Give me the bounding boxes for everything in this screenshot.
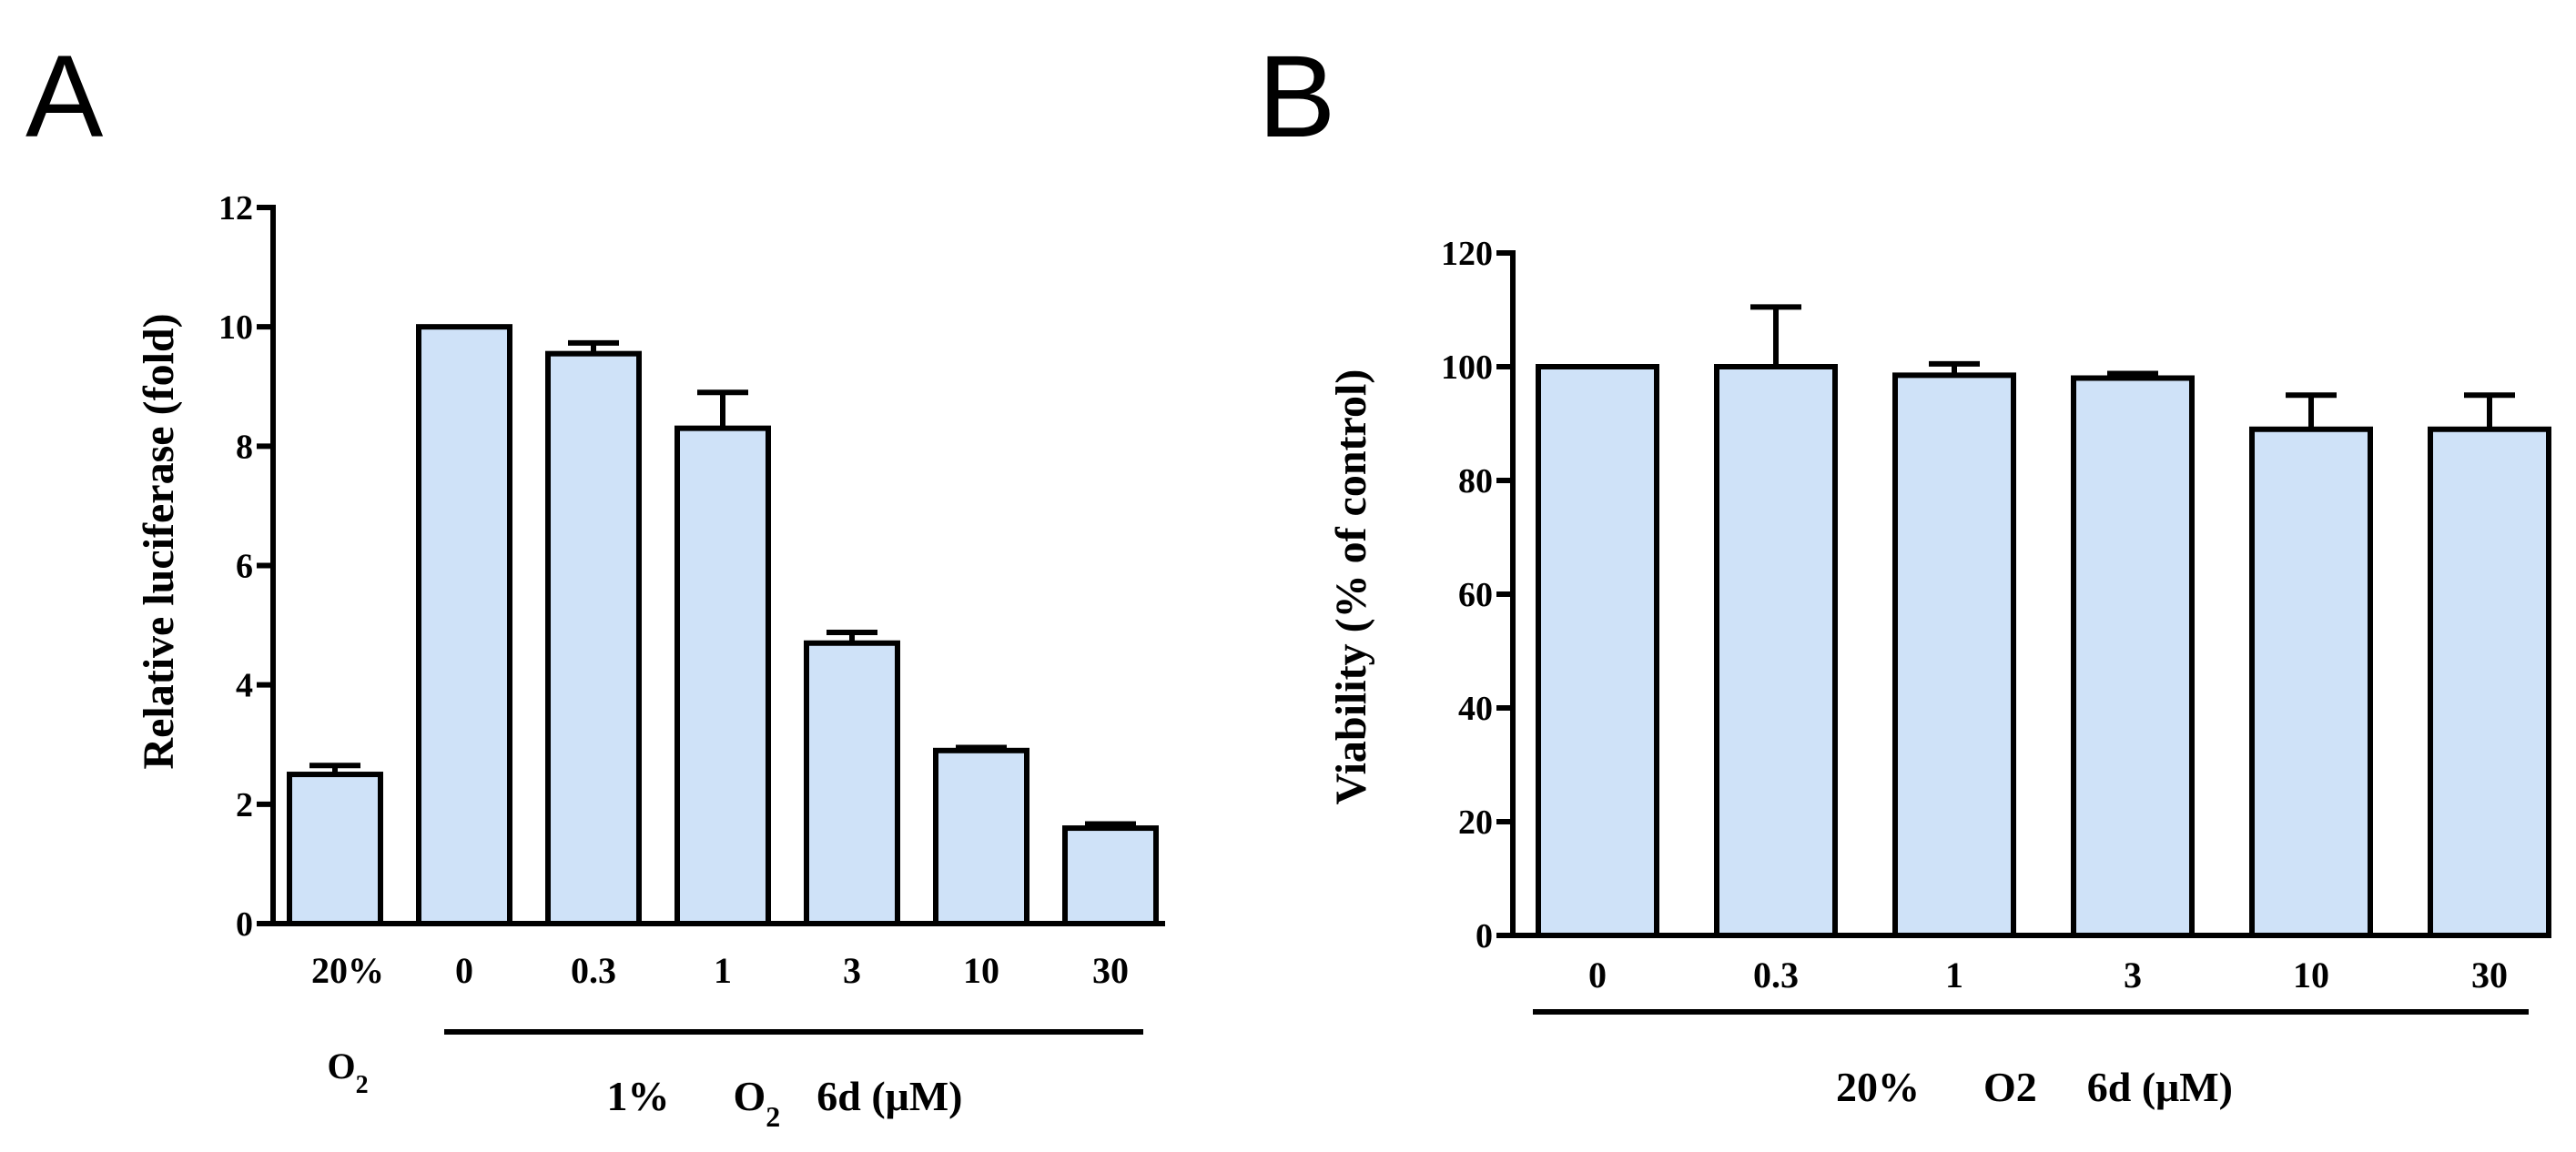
panel-b-y-tick-label: 60 [1458,576,1493,614]
panel-a-y-tick-label: 2 [236,786,253,824]
panel-b-bar [1714,364,1838,938]
panel-b-y-tick-label: 40 [1458,690,1493,728]
panel-b-group-gas: O2 [1983,1064,2037,1110]
panel-a-category-label: 10 [963,950,999,991]
panel-a-group-conc: 1% [607,1073,670,1119]
panel-a-group-compound: 6d (μM) [816,1073,962,1119]
panel-a-y-tick-label: 6 [236,548,253,586]
panel-a-y-tick-label: 10 [218,308,253,347]
panel-a-y-tick-label: 4 [236,667,253,705]
panel-a-chart: A Relative luciferase (fold) 02468101220… [25,32,1165,1133]
panel-b-group-label: 20% O2 6d (μM) [1836,1064,2233,1110]
panel-a-y-tick-label: 0 [236,905,253,944]
panel-b-group-conc: 20% [1836,1064,1920,1110]
panel-a-group-label: 1% O2 6d (μM) [607,1073,963,1133]
panel-a-first-category-gas: O2 [327,1046,368,1099]
panel-b-y-tick-label: 0 [1476,917,1493,955]
panel-b-y-tick-label: 20 [1458,803,1493,842]
panel-b-chart: B Viability (% of control) 0204060801001… [1258,32,2551,1110]
panel-b-category-label: 0.3 [1753,955,1799,995]
panel-b-label: B [1258,32,1335,162]
panel-b-bar [2428,426,2551,938]
panel-b-category-label: 0 [1588,955,1607,995]
panel-a-y-axis-label: Relative luciferase (fold) [135,313,183,769]
panel-b-bar [2071,375,2195,938]
panel-a-category-label: 20% [311,950,384,991]
panel-b-y-axis-label: Viability (% of control) [1327,369,1375,805]
panel-a-bar [804,640,900,927]
panel-b-category-label: 10 [2293,955,2329,995]
panel-b-group-compound: 6d (μM) [2087,1064,2233,1110]
panel-a-bar [933,747,1029,927]
panel-a-category-label: 0 [455,950,473,991]
panel-b-bar [1536,364,1659,938]
panel-a-bar [287,772,383,927]
panel-b-y-tick-label: 120 [1441,235,1493,273]
panel-b-bar [1892,372,2016,938]
panel-a-category-label: 3 [843,950,861,991]
panel-a-y-tick-label: 8 [236,428,253,466]
panel-a-bar [545,350,642,927]
panel-b-y-tick-label: 100 [1441,349,1493,387]
panel-a-label: A [25,32,104,162]
panel-a-category-label: 1 [714,950,732,991]
panel-a-bar [416,324,512,926]
panel-a-bar [674,425,771,926]
panel-b-category-label: 1 [1945,955,1963,995]
panel-a-y-tick-label: 12 [218,189,253,227]
panel-a-group-gas: O [734,1073,766,1119]
panel-b-bar [2249,426,2373,938]
panel-a-category-label: 30 [1092,950,1129,991]
panel-a-group-gas-sub: 2 [766,1100,780,1133]
panel-a-bar [1062,825,1159,926]
panel-b-category-label: 3 [2124,955,2142,995]
panel-a-category-label: 0.3 [571,950,616,991]
panel-b-y-tick-label: 80 [1458,462,1493,500]
panel-b-category-label: 30 [2471,955,2508,995]
